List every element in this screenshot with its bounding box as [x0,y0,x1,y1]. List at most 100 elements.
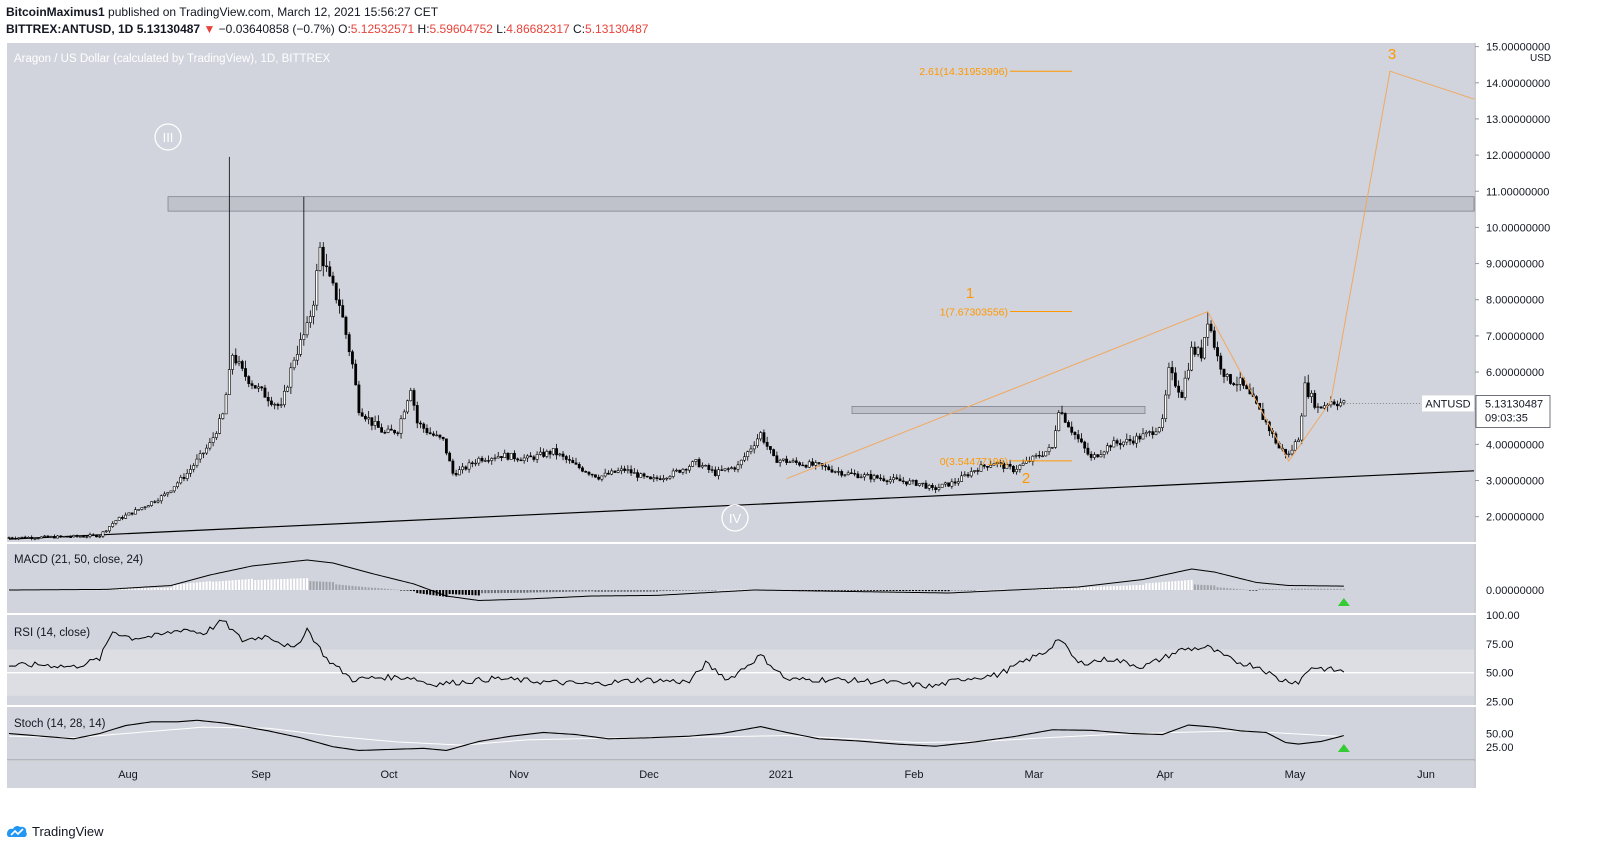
candle-body [1336,403,1339,407]
macd-bar [555,590,558,593]
macd-bar [1271,589,1274,590]
macd-bar [980,589,982,591]
macd-bar [944,590,947,592]
macd-bar [251,578,253,590]
macd-bar [720,589,723,591]
candle-body [59,535,63,538]
time-axis-label: Oct [380,769,397,781]
price-tick-label: 6.00000000 [1486,367,1544,379]
candle-body [341,305,345,318]
macd-bar [999,589,1002,591]
macd-bar [503,590,506,593]
macd-bar [610,590,613,592]
candle-body [276,403,280,406]
macd-bar [383,588,386,590]
candle-body [781,458,785,461]
candle-body [594,474,597,478]
macd-bar [1274,589,1277,590]
candle-body [532,456,536,460]
macd-bar [338,584,341,590]
wave-iv-label: IV [729,511,742,526]
macd-bar [131,588,134,590]
candle-body [1089,453,1093,458]
macd-bar [1061,588,1063,590]
candle-body [1144,432,1148,435]
candle-body [837,471,840,473]
macd-bar [529,590,532,593]
candle-body [1238,377,1242,385]
candle-body [927,485,931,489]
candle-body [963,474,967,477]
candle-body [205,447,209,454]
macd-bar [532,590,535,593]
author-name[interactable]: BitcoinMaximus1 [6,5,105,19]
macd-bar [344,585,347,590]
candle-body [775,455,779,463]
macd-bar [1197,584,1200,590]
macd-bar [147,588,150,590]
macd-bar [1187,580,1190,590]
macd-bar [1051,588,1054,590]
macd-bar [367,587,370,590]
macd-bar [568,590,571,592]
macd-bar [419,590,422,594]
macd-bar [351,585,354,590]
candle-body [101,531,105,537]
macd-bar [121,588,124,590]
macd-bar [892,590,895,591]
candle-body [717,469,720,476]
candle-body [986,465,989,468]
macd-bar [665,590,668,591]
candle-body [862,474,866,478]
candle-body [176,482,179,488]
candle-body [1245,385,1249,390]
macd-bar [834,590,837,591]
macd-bar [1258,588,1261,590]
macd-bar [1002,589,1005,591]
candle-body [166,492,170,495]
candle-body [814,462,818,466]
macd-bar [474,590,477,596]
macd-bar [283,578,286,590]
macd-bar [170,587,172,590]
macd-bar [387,588,390,590]
macd-bar [604,590,607,592]
macd-bar [1252,590,1255,591]
macd-bar [1177,580,1180,590]
candle-body [665,477,669,480]
candle-body [830,469,834,473]
candle-body [930,485,934,488]
candle-body [542,451,546,457]
macd-bar [481,590,484,594]
macd-bar [1232,588,1235,590]
rsi-tick-label: 25.00 [1486,697,1514,709]
macd-bar [733,589,736,591]
candle-body [545,451,549,457]
candle-body [1183,377,1187,398]
macd-bar [850,590,853,591]
candle-body [691,461,695,467]
macd-bar [911,590,914,592]
candle-body [1109,445,1113,448]
candle-body [817,462,821,464]
macd-bar [678,590,681,591]
macd-bar [847,590,850,591]
candle-body [911,480,915,482]
macd-bar [646,590,649,592]
macd-bar [348,585,351,590]
macd-bar [1077,588,1080,590]
macd-bar [124,588,127,590]
fib-level-label: 0(3.54477196) [940,456,1008,468]
candle-body [347,334,351,353]
macd-bar [218,581,221,590]
candle-body [853,473,857,475]
candle-body [172,486,176,492]
macd-bar [182,583,185,590]
macd-bar [432,590,435,596]
macd-bar [737,589,739,591]
candle-body [513,452,516,460]
macd-bar [1210,585,1213,590]
tradingview-brand[interactable]: TradingView [6,824,104,839]
candle-body [1099,454,1103,458]
